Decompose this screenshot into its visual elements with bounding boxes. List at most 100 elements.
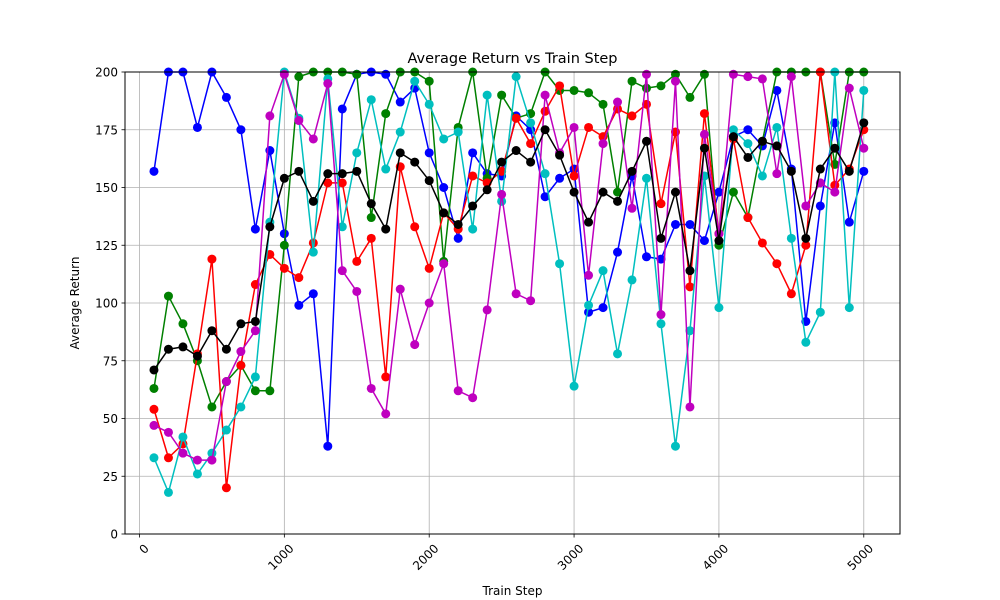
- data-point: [656, 81, 666, 91]
- data-point: [728, 69, 738, 79]
- data-point: [236, 360, 246, 370]
- data-point: [584, 300, 594, 310]
- data-point: [801, 240, 811, 250]
- data-point: [381, 109, 391, 119]
- data-point: [584, 270, 594, 280]
- data-point: [163, 344, 173, 354]
- data-point: [786, 72, 796, 82]
- data-point: [699, 129, 709, 139]
- data-point: [569, 85, 579, 95]
- data-point: [685, 326, 695, 336]
- data-point: [366, 233, 376, 243]
- data-point: [410, 340, 420, 350]
- data-point: [830, 143, 840, 153]
- data-point: [221, 483, 231, 493]
- data-point: [453, 386, 463, 396]
- data-point: [772, 122, 782, 132]
- data-point: [163, 427, 173, 437]
- data-point: [526, 157, 536, 167]
- data-point: [569, 381, 579, 391]
- data-point: [395, 127, 405, 137]
- data-point: [439, 183, 449, 192]
- data-point: [410, 157, 420, 167]
- data-point: [613, 196, 623, 206]
- data-point: [265, 222, 275, 232]
- data-point: [670, 219, 680, 229]
- data-point: [656, 199, 666, 209]
- data-point: [424, 263, 434, 273]
- data-point: [279, 229, 289, 239]
- data-point: [453, 233, 463, 243]
- data-point: [323, 178, 333, 188]
- data-point: [366, 95, 376, 105]
- series-6: [149, 118, 869, 375]
- data-point: [468, 393, 478, 403]
- y-tick-label: 75: [103, 354, 118, 368]
- data-point: [366, 213, 376, 223]
- data-point: [323, 441, 333, 451]
- data-point: [801, 233, 811, 243]
- data-point: [743, 152, 753, 162]
- data-point: [540, 192, 550, 202]
- y-tick-label: 0: [110, 528, 118, 542]
- data-point: [743, 125, 753, 135]
- data-point: [772, 259, 782, 269]
- data-point: [627, 111, 637, 121]
- data-point: [337, 104, 347, 114]
- data-point: [308, 134, 318, 144]
- data-point: [221, 344, 231, 354]
- data-point: [149, 365, 159, 375]
- data-point: [801, 201, 811, 211]
- data-point: [250, 326, 260, 336]
- data-point: [395, 148, 405, 158]
- data-point: [555, 173, 565, 183]
- data-point: [728, 187, 738, 197]
- data-point: [482, 185, 492, 195]
- data-point: [265, 386, 275, 396]
- data-point: [163, 487, 173, 497]
- data-point: [279, 173, 289, 183]
- data-point: [468, 201, 478, 211]
- data-point: [468, 171, 478, 181]
- data-point: [497, 157, 507, 167]
- data-point: [656, 319, 666, 329]
- data-point: [323, 79, 333, 89]
- data-point: [337, 266, 347, 276]
- data-point: [685, 402, 695, 412]
- data-point: [786, 289, 796, 299]
- data-point: [352, 166, 362, 176]
- data-point: [598, 187, 608, 197]
- data-point: [207, 254, 217, 264]
- y-tick-label: 175: [95, 123, 118, 137]
- data-point: [149, 166, 159, 176]
- data-point: [424, 76, 434, 86]
- data-point: [627, 166, 637, 176]
- data-point: [178, 432, 188, 442]
- data-point: [844, 166, 854, 176]
- data-point: [598, 266, 608, 276]
- data-point: [656, 310, 666, 320]
- data-point: [815, 307, 825, 317]
- data-point: [699, 143, 709, 153]
- data-point: [598, 303, 608, 313]
- data-point: [786, 166, 796, 176]
- data-point: [757, 171, 767, 181]
- data-point: [526, 118, 536, 128]
- data-point: [627, 275, 637, 285]
- data-point: [453, 219, 463, 229]
- data-point: [366, 383, 376, 393]
- data-point: [337, 169, 347, 179]
- data-point: [613, 187, 623, 197]
- data-point: [569, 171, 579, 181]
- data-point: [279, 240, 289, 250]
- data-point: [670, 441, 680, 451]
- data-point: [569, 122, 579, 132]
- data-point: [772, 169, 782, 179]
- data-point: [598, 139, 608, 149]
- data-point: [250, 224, 260, 234]
- series-line: [153, 71, 864, 408]
- data-point: [308, 196, 318, 206]
- data-point: [714, 303, 724, 313]
- data-point: [859, 85, 869, 95]
- data-point: [366, 199, 376, 209]
